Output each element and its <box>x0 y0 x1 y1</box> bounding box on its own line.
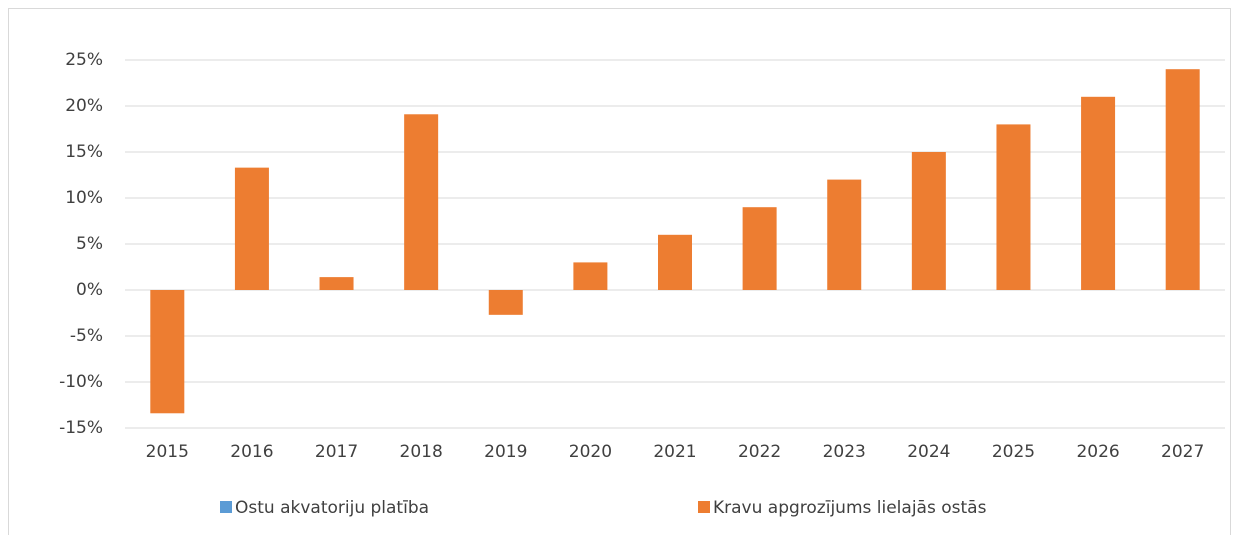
x-tick-label: 2018 <box>400 442 443 462</box>
bar <box>234 167 269 290</box>
x-tick-label: 2016 <box>230 442 273 462</box>
bar <box>1165 69 1200 290</box>
x-tick-label: 2027 <box>1161 442 1204 462</box>
x-tick-label: 2026 <box>1076 442 1119 462</box>
y-tick-label: 15% <box>65 142 103 162</box>
bar <box>827 179 862 290</box>
legend-swatch <box>220 501 232 513</box>
x-tick-label: 2025 <box>992 442 1035 462</box>
legend-label: Kravu apgrozījums lielajās ostās <box>713 498 987 518</box>
y-tick-label: -5% <box>70 326 103 346</box>
legend-label: Ostu akvatoriju platība <box>235 498 429 518</box>
x-tick-label: 2019 <box>484 442 527 462</box>
bar <box>404 114 439 290</box>
x-tick-label: 2024 <box>907 442 950 462</box>
bar <box>911 152 946 290</box>
x-tick-label: 2021 <box>653 442 696 462</box>
bar <box>996 124 1031 291</box>
x-tick-label: 2017 <box>315 442 358 462</box>
bar <box>742 207 777 290</box>
bar <box>1081 96 1116 290</box>
y-tick-label: 5% <box>76 234 103 254</box>
y-tick-label: 0% <box>76 280 103 300</box>
bar <box>488 290 523 315</box>
x-tick-label: 2015 <box>146 442 189 462</box>
y-tick-label: 25% <box>65 50 103 70</box>
y-tick-label: -10% <box>59 372 103 392</box>
x-tick-label: 2022 <box>738 442 781 462</box>
bar <box>658 234 692 290</box>
x-tick-label: 2020 <box>569 442 612 462</box>
bar <box>573 262 608 290</box>
legend-swatch <box>698 501 710 513</box>
x-tick-label: 2023 <box>823 442 866 462</box>
y-tick-label: -15% <box>59 418 103 438</box>
bar <box>150 290 185 414</box>
chart-frame <box>8 8 1231 535</box>
y-tick-label: 10% <box>65 188 103 208</box>
y-tick-label: 20% <box>65 96 103 116</box>
bar <box>319 277 354 290</box>
